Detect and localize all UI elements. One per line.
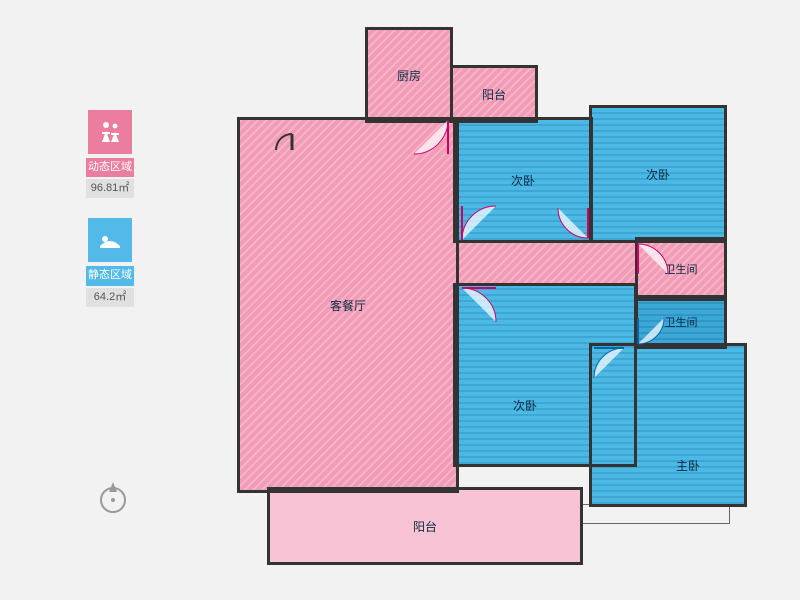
legend-dynamic: 动态区域 96.81㎡ — [80, 110, 140, 198]
wall — [453, 283, 638, 286]
legend-static-label: 静态区域 — [86, 266, 134, 285]
door-arc — [638, 318, 668, 353]
legend: 动态区域 96.81㎡ 静态区域 64.2㎡ — [80, 110, 140, 327]
room-label: 次卧 — [511, 172, 535, 189]
door-arc — [638, 244, 672, 283]
compass-icon — [95, 480, 131, 516]
room-balcony-top: 阳台 — [453, 68, 535, 120]
door-arc — [558, 208, 594, 249]
legend-dynamic-label: 动态区域 — [86, 158, 134, 177]
floor-plan: 客餐厅 厨房 阳台 卫生间 阳台 次卧 次卧 卫生间 次卧 主卧 — [240, 30, 750, 575]
room-label: 主卧 — [676, 457, 700, 474]
room-kitchen: 厨房 — [368, 30, 450, 120]
room-label: 次卧 — [646, 166, 670, 183]
room-label: 客餐厅 — [330, 297, 366, 314]
door-arc — [462, 206, 502, 251]
door-arc — [594, 348, 628, 387]
door-arc — [414, 120, 454, 165]
legend-dynamic-value: 96.81㎡ — [86, 179, 134, 198]
balcony-rail — [580, 504, 730, 524]
door-arc — [462, 288, 502, 333]
room-balcony-bottom: 阳台 — [270, 490, 580, 562]
sleep-icon — [88, 218, 132, 262]
legend-static: 静态区域 64.2㎡ — [80, 218, 140, 306]
door-main — [276, 134, 298, 161]
room-bed2-right: 次卧 — [592, 108, 724, 240]
room-label: 卫生间 — [665, 314, 698, 330]
legend-static-value: 64.2㎡ — [86, 288, 134, 307]
room-label: 阳台 — [482, 86, 506, 103]
people-icon — [88, 110, 132, 154]
room-label: 次卧 — [513, 397, 537, 414]
room-living: 客餐厅 — [240, 120, 456, 490]
room-label: 厨房 — [397, 67, 421, 84]
room-label: 阳台 — [413, 518, 437, 535]
